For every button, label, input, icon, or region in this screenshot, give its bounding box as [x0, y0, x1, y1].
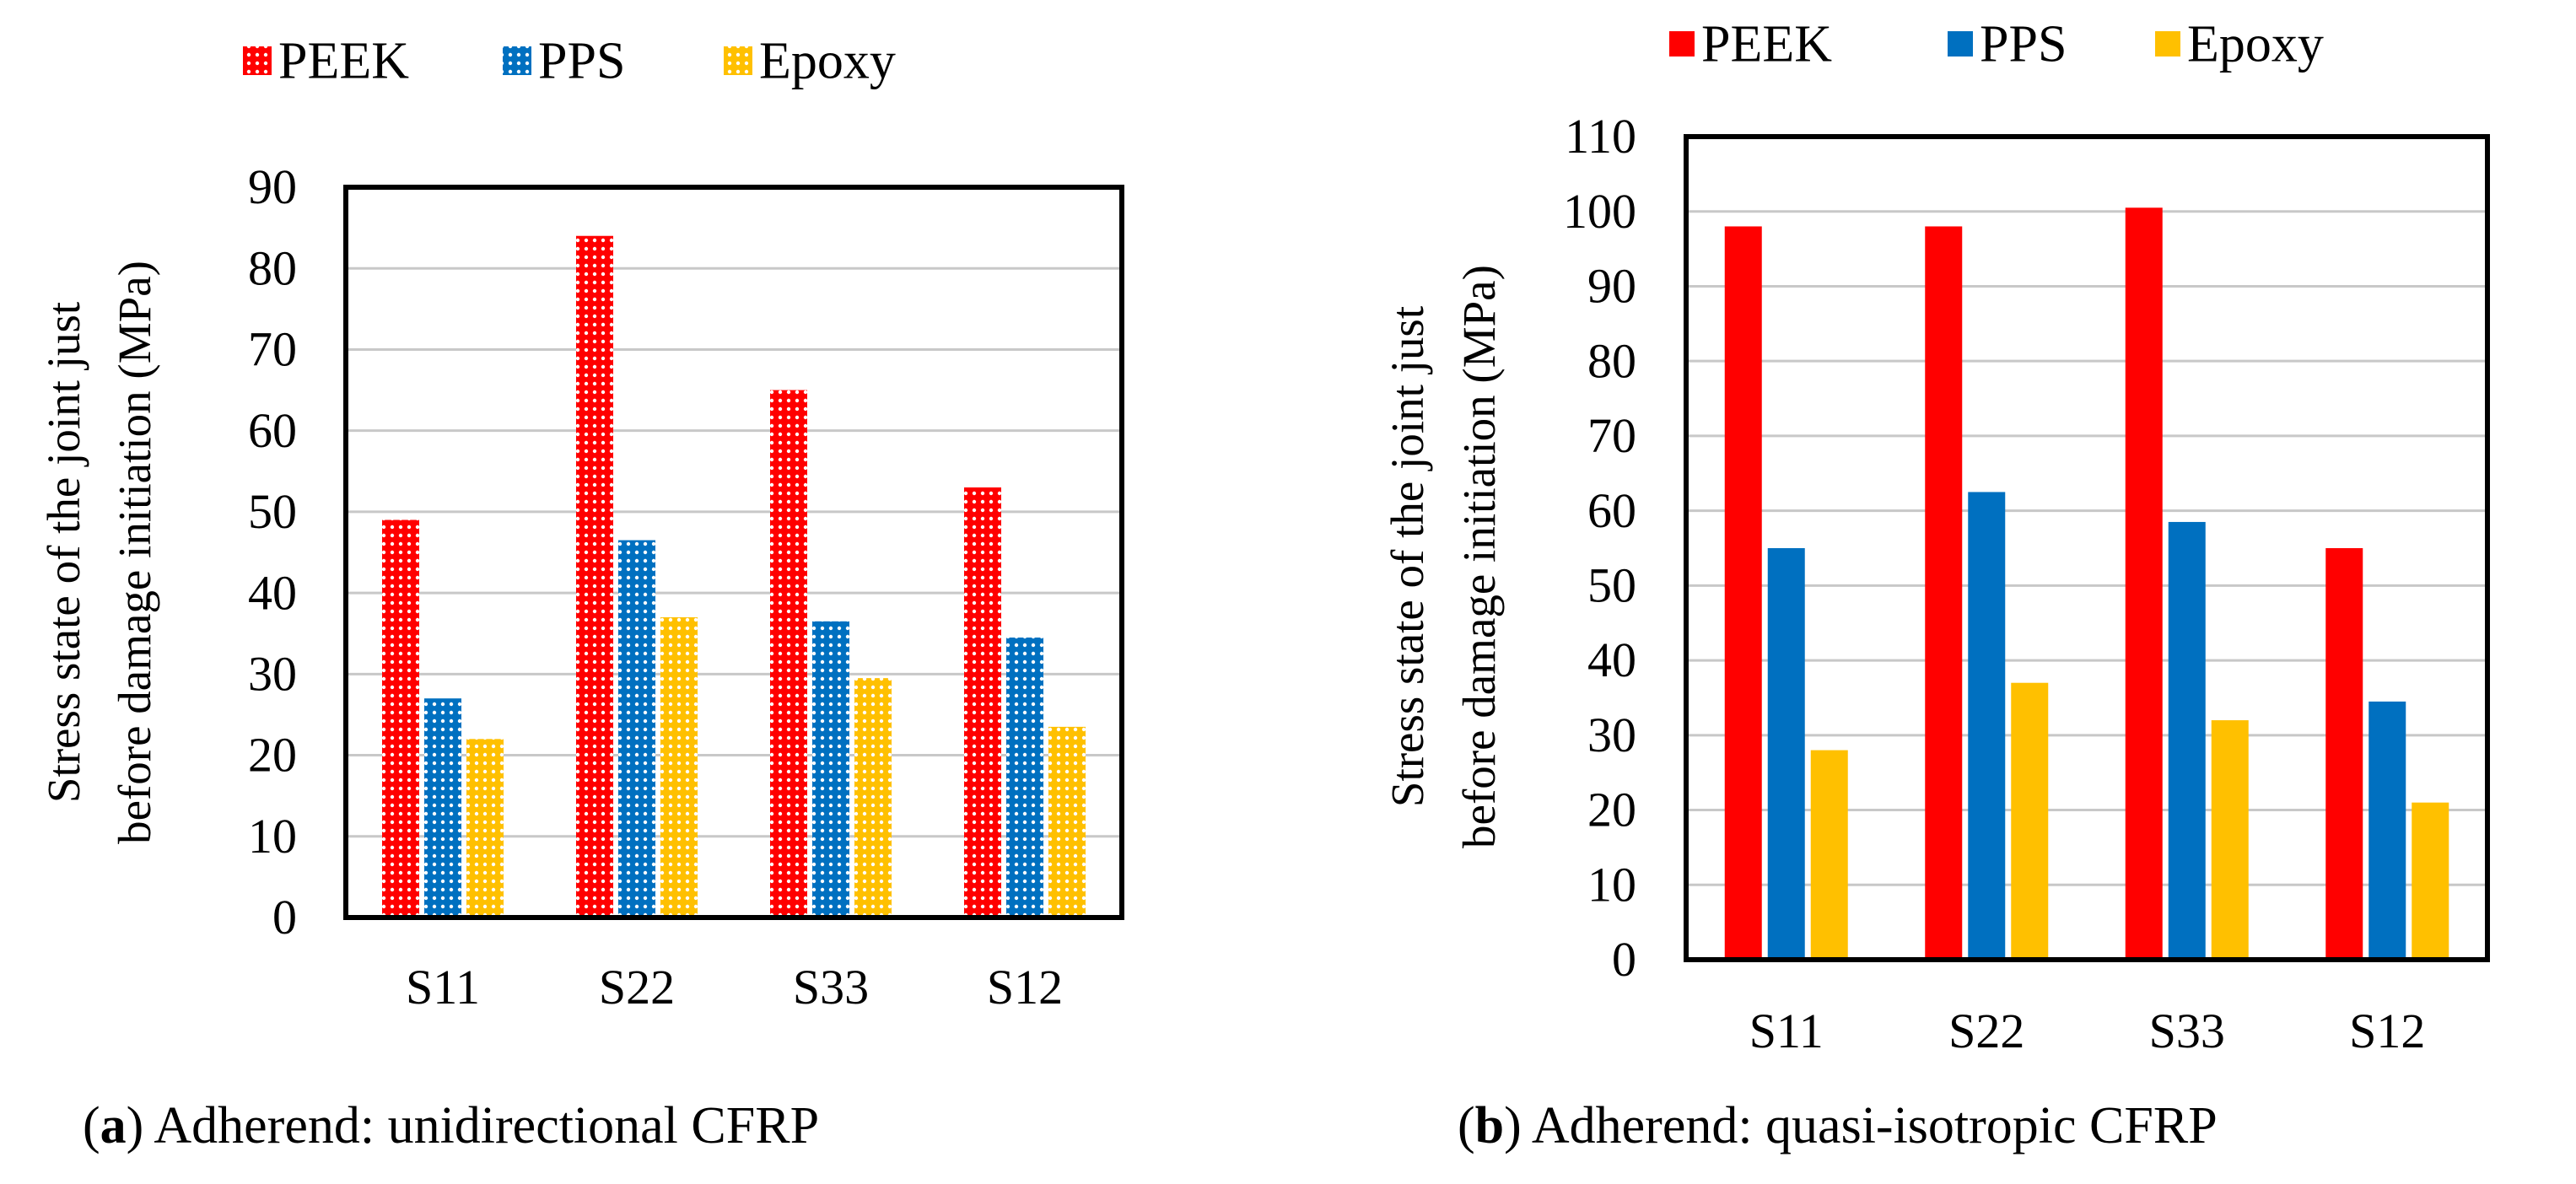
plot-frame — [343, 185, 1124, 920]
bar-peek-s12 — [2325, 548, 2363, 960]
y-tick-label: 0 — [272, 890, 297, 945]
y-tick-label: 70 — [1587, 408, 1636, 463]
bar-peek-s11 — [382, 519, 419, 918]
legend-label-peek: PEEK — [1701, 15, 1832, 73]
bar-epoxy-s11 — [1810, 750, 1848, 960]
bar-epoxy-s33 — [854, 678, 892, 918]
bar-epoxy-s22 — [660, 616, 698, 918]
y-tick-label: 110 — [1565, 109, 1636, 164]
y-tick-label: 40 — [248, 565, 297, 620]
y-tick-label: 70 — [248, 322, 297, 377]
y-tick-label: 60 — [1587, 483, 1636, 538]
legend-swatch-peek — [243, 46, 272, 75]
bar-peek-s22 — [576, 235, 613, 918]
caption-b-letter: b — [1474, 1097, 1505, 1154]
x-category-label: S11 — [406, 960, 480, 1014]
bar-epoxy-s12 — [2412, 802, 2449, 960]
x-category-label: S22 — [599, 960, 675, 1014]
bar-peek-s33 — [2125, 207, 2163, 961]
legend-swatch-peek — [1669, 31, 1695, 57]
bar-epoxy-s11 — [466, 739, 504, 918]
bar-peek-s22 — [1925, 226, 1963, 960]
bar-pps-s11 — [1767, 548, 1805, 960]
bar-pps-s33 — [2168, 521, 2206, 960]
x-category-label: S33 — [793, 960, 869, 1014]
x-category-label: S11 — [1749, 1004, 1824, 1058]
caption-b: (b) Adherend: quasi-isotropic CFRP — [1458, 1097, 2218, 1154]
legend-swatch-pps — [1948, 31, 1973, 57]
bar-pps-s12 — [2369, 701, 2406, 960]
y-axis-label-line2: before damage initiation (MPa) — [1453, 265, 1505, 848]
caption-a-text: Adherend: unidirectional CFRP — [154, 1097, 820, 1154]
caption-a: (a) Adherend: unidirectional CFRP — [83, 1097, 820, 1154]
legend-label-pps: PPS — [1980, 15, 2067, 73]
bar-pps-s22 — [618, 540, 655, 918]
y-tick-label: 30 — [1587, 708, 1636, 762]
bar-peek-s33 — [770, 390, 807, 918]
y-axis-label-line1: Stress state of the joint just — [1382, 306, 1433, 807]
bar-pps-s11 — [424, 698, 461, 918]
y-tick-label: 60 — [248, 403, 297, 458]
x-category-label: S12 — [987, 960, 1063, 1014]
bar-epoxy-s33 — [2211, 720, 2249, 960]
x-category-label: S12 — [2349, 1004, 2425, 1058]
bar-pps-s22 — [1968, 492, 2006, 960]
x-category-label: S33 — [2149, 1004, 2225, 1058]
caption-b-text: Adherend: quasi-isotropic CFRP — [1531, 1097, 2218, 1154]
y-tick-label: 80 — [1587, 333, 1636, 388]
y-tick-label: 90 — [248, 159, 297, 214]
bar-peek-s11 — [1724, 226, 1762, 960]
y-tick-label: 90 — [1587, 259, 1636, 314]
y-tick-label: 20 — [1587, 783, 1636, 837]
y-tick-label: 10 — [1587, 857, 1636, 912]
y-tick-label: 10 — [248, 809, 297, 864]
chart-b-quasi-isotropic: 0 10 20 30 40 50 60 70 80 90 100 110 S11 S22 S33 S12 PEE… — [1382, 15, 2490, 1058]
legend-swatch-epoxy — [2155, 31, 2180, 57]
bar-epoxy-s22 — [2011, 682, 2049, 960]
legend-label-epoxy: Epoxy — [2187, 15, 2324, 73]
y-tick-label: 100 — [1563, 184, 1636, 239]
y-tick-label: 50 — [248, 484, 297, 539]
legend-swatch-epoxy — [724, 46, 752, 75]
legend-swatch-pps — [503, 46, 531, 75]
y-tick-label: 30 — [248, 646, 297, 701]
chart-a-unidirectional: 0 10 20 30 40 50 60 70 80 90 S11 S22 S33 S12 PEEK PPS Ep… — [38, 32, 1124, 1014]
y-tick-label: 40 — [1587, 632, 1636, 687]
y-tick-label: 0 — [1612, 932, 1636, 987]
legend-label-peek: PEEK — [278, 32, 409, 89]
y-tick-label: 50 — [1587, 558, 1636, 613]
bar-epoxy-s12 — [1048, 726, 1086, 918]
y-tick-label: 20 — [248, 728, 297, 783]
y-axis-label-line2: before damage initiation (MPa) — [109, 261, 160, 844]
x-category-label: S22 — [1948, 1004, 2024, 1058]
y-axis-label-line1: Stress state of the joint just — [38, 302, 89, 803]
y-tick-label: 80 — [248, 240, 297, 295]
bar-pps-s33 — [812, 621, 849, 918]
legend-label-epoxy: Epoxy — [759, 32, 896, 89]
bar-pps-s12 — [1006, 638, 1043, 918]
plot-frame — [1684, 134, 2490, 962]
caption-a-letter: a — [100, 1097, 127, 1154]
bar-peek-s12 — [964, 487, 1001, 918]
legend-label-pps: PPS — [538, 32, 625, 89]
